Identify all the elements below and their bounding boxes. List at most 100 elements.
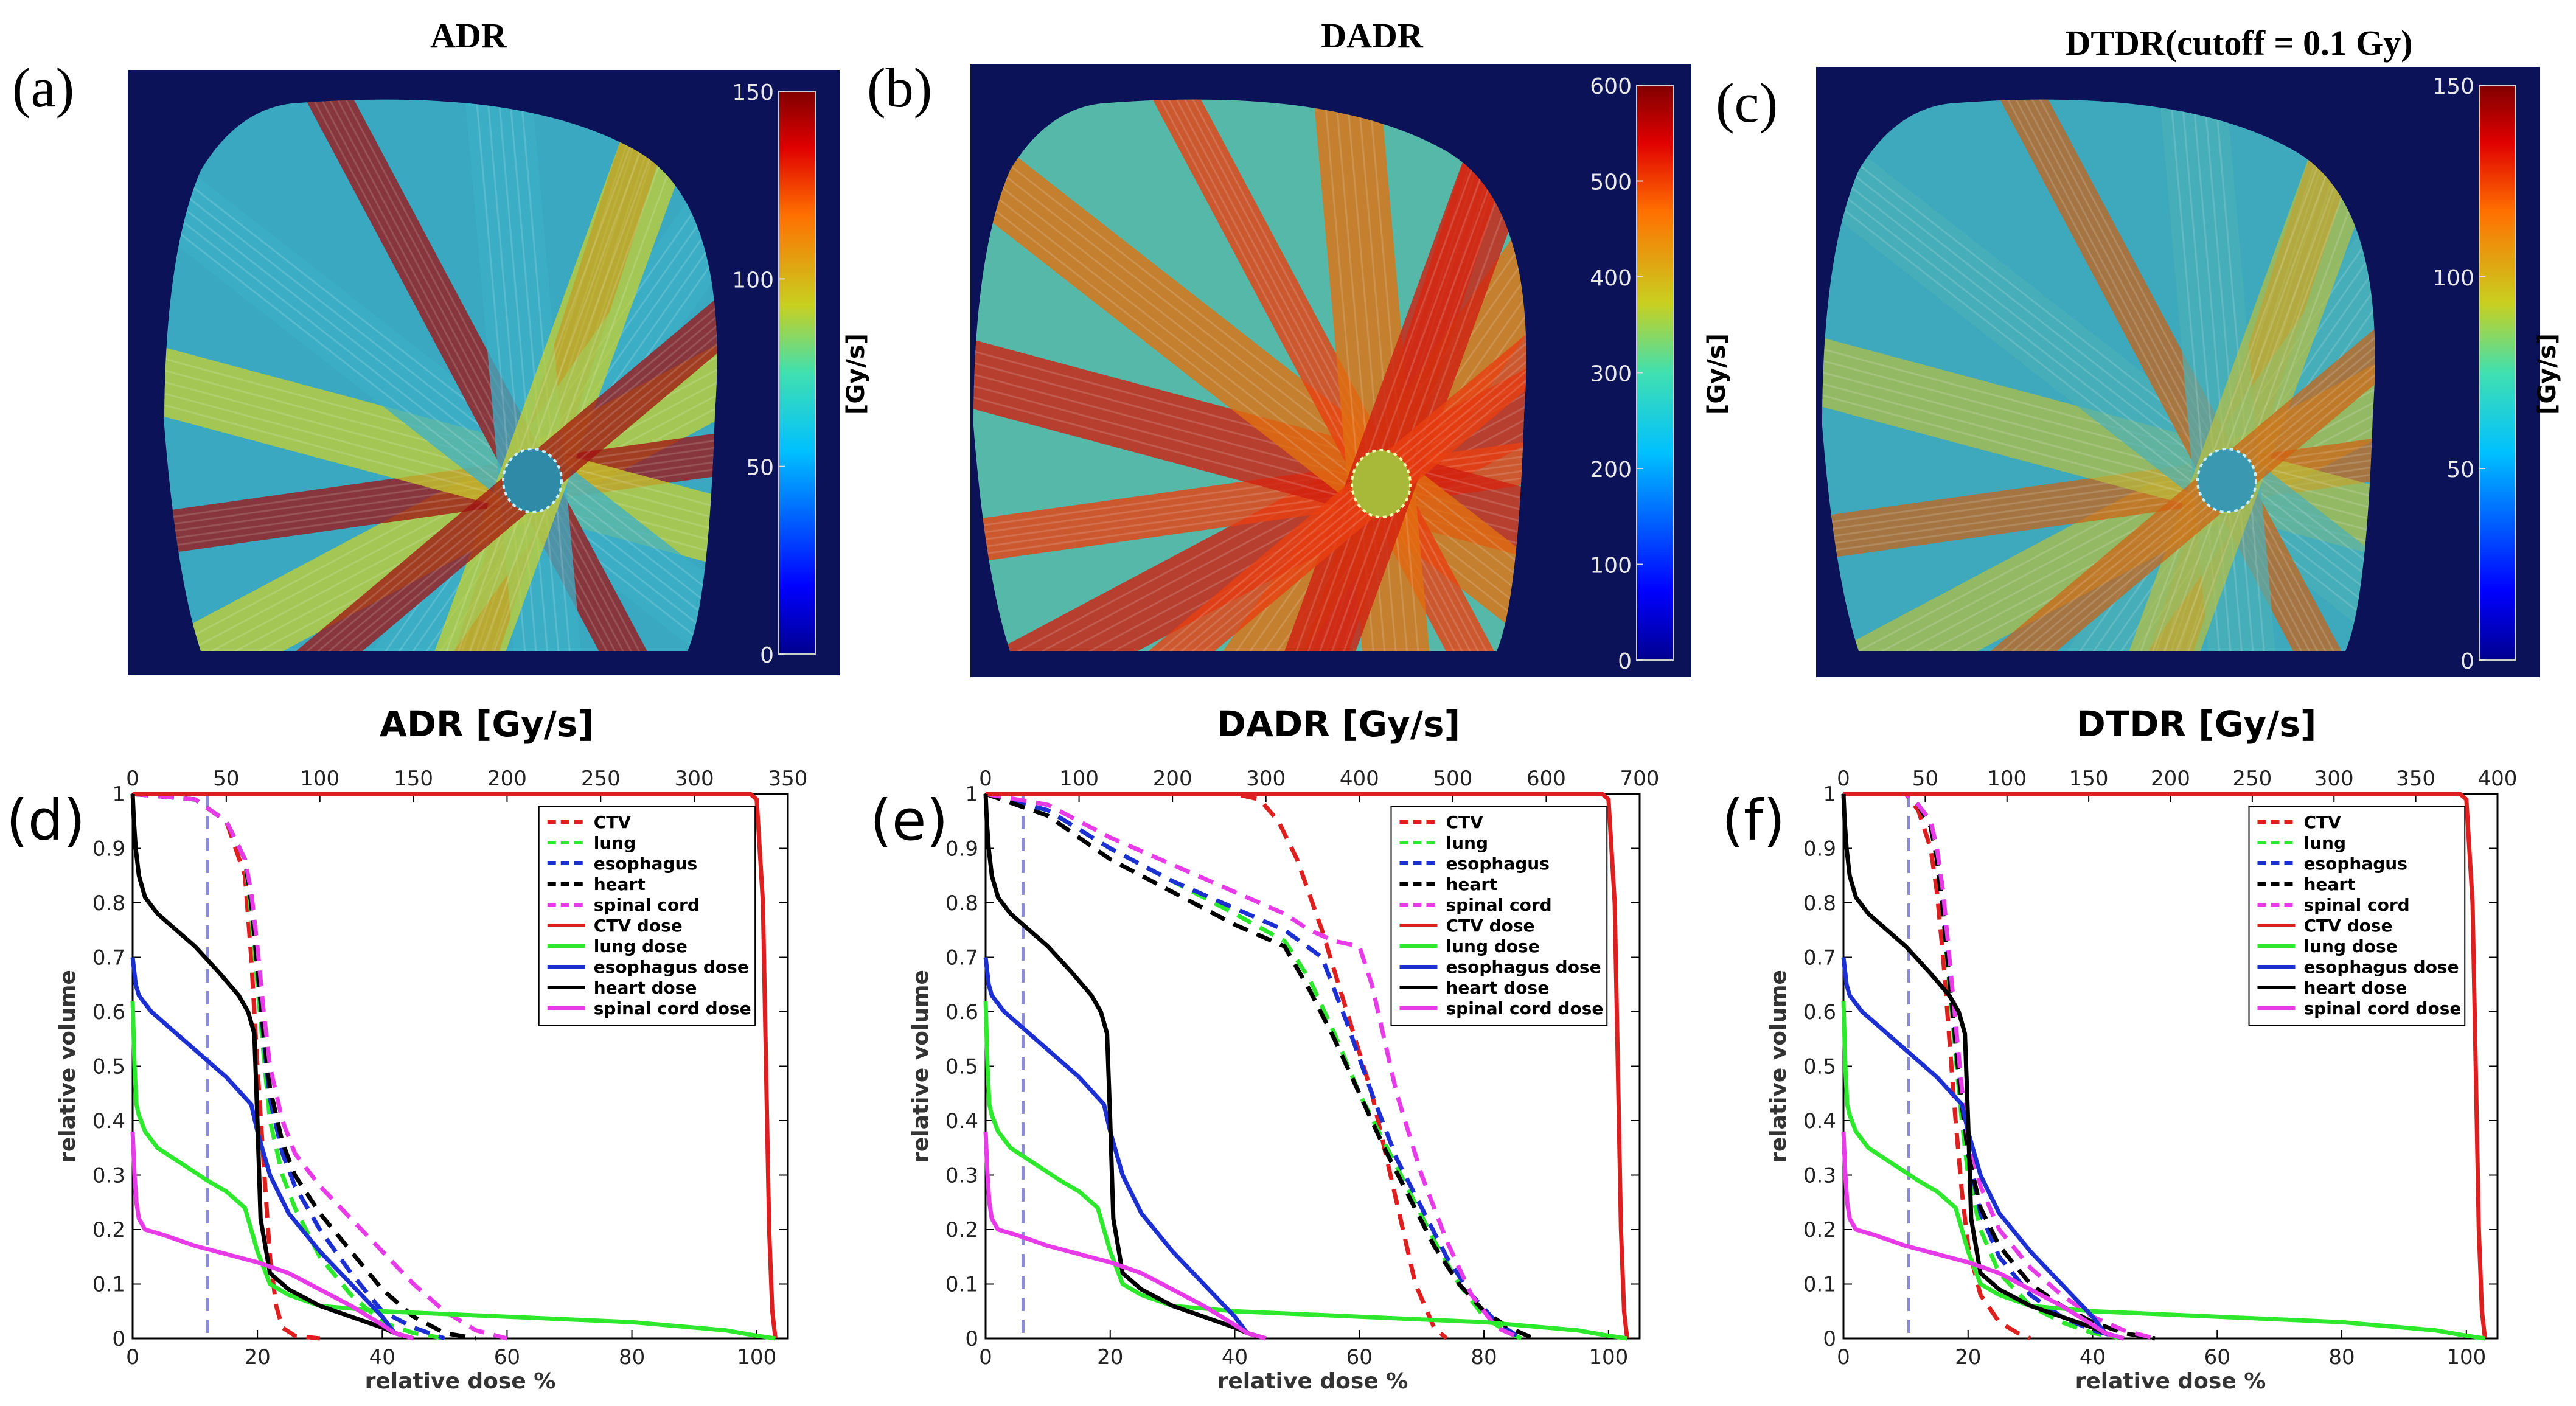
panel-c-title: DTDR(cutoff = 0.1 Gy) — [2065, 23, 2412, 63]
x-tick-label: 0 — [1837, 1345, 1850, 1369]
series-line-spinal-cord — [1843, 792, 2156, 1341]
y-tick-label: 0.1 — [92, 1273, 125, 1297]
panel-a-dose-map — [164, 99, 717, 652]
legend-label: esophagus — [1446, 854, 1550, 874]
colorbar-tick-label: 100 — [1590, 554, 1632, 579]
legend-label: CTV dose — [2304, 916, 2393, 936]
series-line-spinal-cord-dose — [983, 1131, 1267, 1341]
top-tick-label: 0 — [126, 767, 139, 791]
legend-label: heart dose — [594, 978, 697, 998]
colorbar-tick-label: 50 — [746, 456, 774, 481]
y-tick-label: 0 — [1823, 1327, 1836, 1351]
legend-label: esophagus — [594, 854, 697, 874]
top-tick-label: 350 — [2396, 767, 2435, 791]
y-tick-label: 0.3 — [945, 1164, 978, 1188]
series-line-spinal-cord — [132, 792, 508, 1341]
colorbar-tick-label: 100 — [2432, 266, 2474, 291]
legend-label: spinal cord dose — [2304, 998, 2462, 1018]
legend-label: spinal cord — [594, 895, 700, 915]
series-line-ctv-dose — [986, 792, 1629, 1339]
top-tick-label: 250 — [581, 767, 621, 791]
dvh-chart-d: (d) ADR [Gy/s] 0 20 40 60 80 100 0 50 100 150 200 250… — [6, 703, 807, 1394]
legend-label: lung — [594, 833, 636, 853]
panel-a-ctv-contour — [502, 448, 563, 513]
panel-b-dose-map — [973, 99, 1526, 652]
series-line-esophagus-dose — [983, 957, 1267, 1341]
chart-panel-label: (f) — [1722, 788, 1785, 853]
y-tick-label: 0.4 — [92, 1109, 125, 1133]
x-tick-label: 80 — [1471, 1345, 1497, 1369]
colorbar-tick-label: 150 — [732, 80, 774, 105]
panel-b: (b) DADR 600 500 400 300 200 100 0 [Gy/s] — [867, 16, 1731, 677]
y-tick-label: 0.7 — [1803, 946, 1836, 970]
legend-label: lung — [2304, 833, 2347, 853]
top-tick-label: 400 — [1340, 767, 1379, 791]
dvh-chart-f: (f) DTDR [Gy/s] 0 20 40 60 80 100 0 50 100 150 200 25… — [1722, 703, 2517, 1394]
series-line-ctv — [132, 792, 321, 1341]
top-tick-label: 300 — [1246, 767, 1286, 791]
x-tick-label: 80 — [2328, 1345, 2355, 1369]
x-tick-label: 40 — [369, 1345, 395, 1369]
y-tick-label: 0.2 — [92, 1218, 125, 1242]
legend-label: CTV — [1446, 812, 1484, 832]
top-tick-label: 200 — [2151, 767, 2190, 791]
y-tick-label: 0.4 — [945, 1109, 978, 1133]
y-tick-label: 0.1 — [1803, 1273, 1836, 1297]
legend-label: esophagus — [2304, 854, 2407, 874]
legend-label: spinal cord dose — [594, 998, 751, 1018]
top-tick-label: 100 — [1987, 767, 2027, 791]
colorbar-tick-label: 150 — [2432, 74, 2474, 99]
y-tick-label: 0.2 — [945, 1218, 978, 1242]
x-tick-label: 40 — [1222, 1345, 1248, 1369]
legend-label: spinal cord — [1446, 895, 1552, 915]
legend-label: heart — [2304, 874, 2356, 894]
y-tick-label: 0.9 — [945, 837, 978, 861]
x-tick-label: 20 — [1097, 1345, 1123, 1369]
panel-b-ctv-contour — [1351, 449, 1412, 518]
panel-a: (a) ADR 150 100 50 0 [Gy/s] — [12, 16, 870, 675]
chart-title: DTDR [Gy/s] — [2076, 703, 2317, 745]
colorbar-tick-label: 0 — [1618, 649, 1632, 674]
colorbar-tick-label: 400 — [1590, 266, 1632, 291]
series-line-lung-dose — [130, 1000, 776, 1341]
panel-c-colorbar-unit: [Gy/s] — [2533, 333, 2561, 415]
x-axis-label: relative dose % — [365, 1369, 556, 1394]
series-line-ctv-dose — [1843, 792, 2487, 1339]
top-tick-label: 0 — [1837, 767, 1850, 791]
y-tick-label: 0.6 — [945, 1000, 978, 1025]
panel-c-dose-map — [1822, 99, 2375, 652]
panel-c-colorbar — [2479, 85, 2516, 661]
x-tick-label: 20 — [1955, 1345, 1981, 1369]
panel-b-colorbar-unit: [Gy/s] — [1703, 333, 1731, 415]
x-tick-label: 100 — [737, 1345, 776, 1369]
panel-a-colorbar-unit: [Gy/s] — [842, 333, 870, 415]
y-tick-label: 1 — [112, 782, 125, 807]
x-tick-label: 60 — [1346, 1345, 1373, 1369]
x-axis-label: relative dose % — [1217, 1369, 1408, 1394]
y-tick-label: 0.2 — [1803, 1218, 1836, 1242]
y-axis-label: relative volume — [908, 970, 933, 1163]
y-tick-label: 0.6 — [1803, 1000, 1836, 1025]
top-tick-label: 150 — [394, 767, 433, 791]
top-tick-label: 600 — [1526, 767, 1566, 791]
top-tick-label: 250 — [2232, 767, 2272, 791]
series-line-ctv — [986, 792, 1448, 1340]
y-tick-label: 0.5 — [1803, 1055, 1836, 1079]
legend-label: CTV dose — [1446, 916, 1535, 936]
top-tick-label: 50 — [213, 767, 239, 791]
y-tick-label: 0.8 — [945, 891, 978, 916]
y-axis-label: relative volume — [1766, 970, 1791, 1163]
legend-label: spinal cord — [2304, 895, 2410, 915]
legend-label: CTV — [2304, 812, 2342, 832]
top-tick-label: 700 — [1620, 767, 1660, 791]
chart-title: DADR [Gy/s] — [1217, 703, 1460, 745]
legend-label: lung dose — [1446, 936, 1540, 956]
colorbar-tick-label: 0 — [760, 643, 774, 668]
y-tick-label: 0.9 — [92, 837, 125, 861]
top-tick-label: 100 — [300, 767, 339, 791]
series-line-esophagus-dose — [1841, 957, 2125, 1341]
